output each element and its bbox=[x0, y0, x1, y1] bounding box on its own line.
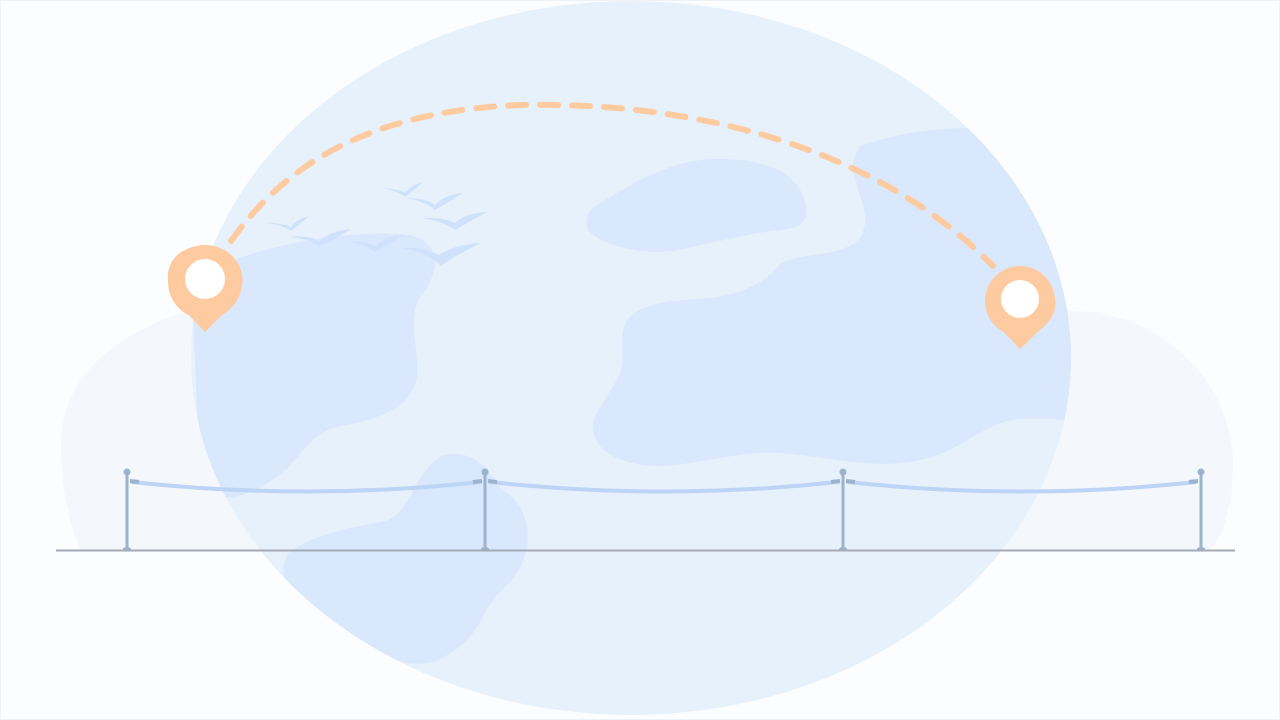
continent-north bbox=[586, 158, 807, 252]
barrier-ropes bbox=[130, 480, 1198, 494]
travel-route bbox=[228, 101, 996, 269]
bird-1 bbox=[381, 182, 423, 197]
bird-3 bbox=[267, 216, 309, 231]
stanchion-post-icon bbox=[123, 468, 1205, 551]
destination-pin-icon bbox=[985, 266, 1056, 349]
destination-pin-hole bbox=[1001, 280, 1039, 318]
bird-7 bbox=[403, 243, 481, 266]
bird-5 bbox=[291, 229, 351, 246]
post-4 bbox=[1197, 468, 1205, 551]
bird-2 bbox=[405, 193, 463, 210]
rope-1 bbox=[130, 480, 482, 494]
origin-pin-icon bbox=[167, 245, 243, 332]
rope-3 bbox=[846, 480, 1198, 494]
continent-east bbox=[592, 128, 1071, 467]
rope-clips bbox=[129, 479, 1199, 484]
bird-flock-icon bbox=[267, 182, 487, 266]
bird-4 bbox=[421, 212, 487, 230]
bird-6 bbox=[351, 235, 403, 252]
origin-pin-hole bbox=[185, 259, 225, 299]
rope-2 bbox=[488, 480, 840, 494]
continent-west bbox=[191, 233, 435, 498]
continent-southwest bbox=[283, 453, 528, 664]
globe bbox=[191, 1, 1071, 715]
